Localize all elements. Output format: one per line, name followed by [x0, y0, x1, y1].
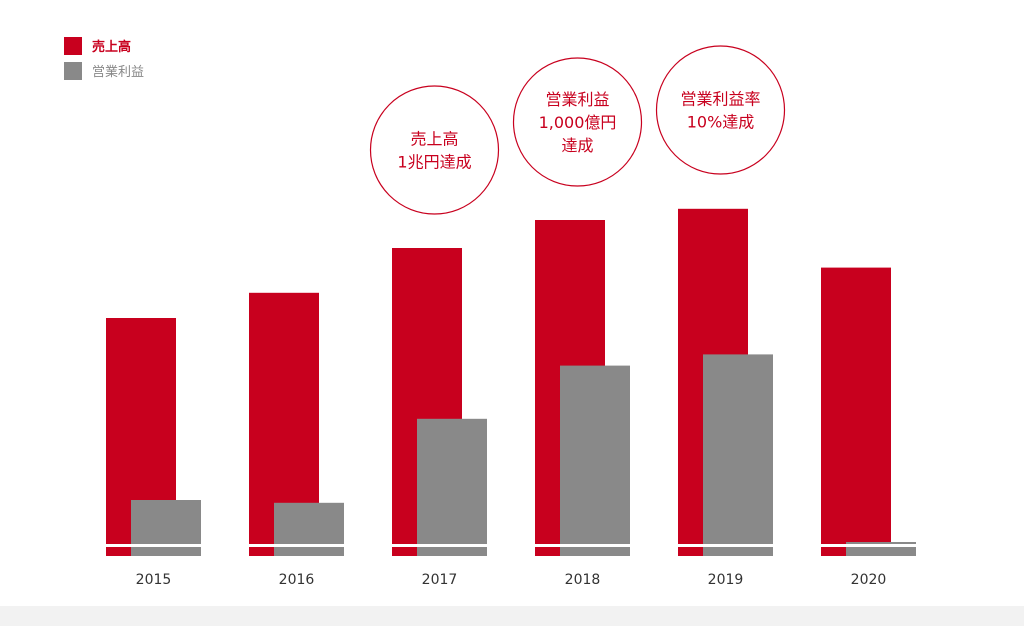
- axis-break-2015: [105, 544, 202, 547]
- axis-break: [105, 544, 917, 547]
- bar-2015-operating-profit: [131, 500, 201, 556]
- legend-label-2: 営業利益: [92, 64, 144, 80]
- annotation-circle-2019: [655, 45, 786, 175]
- axis-break-2018: [534, 544, 631, 547]
- annotation-text-2019-2: 10%達成: [687, 113, 755, 132]
- axis-break-2017: [391, 544, 488, 547]
- annotation-circle-2017: [369, 85, 500, 215]
- annotation-text-2018-2: 1,000億円: [539, 113, 617, 132]
- annotation-text-2018-1: 営業利益: [545, 90, 609, 109]
- bars: [106, 208, 916, 557]
- x-axis: 2015 2016 2017 2018 2019 2020: [136, 572, 887, 588]
- x-tick-2020: 2020: [851, 572, 887, 588]
- x-tick-2018: 2018: [565, 572, 601, 588]
- legend-swatch-2: [64, 62, 82, 80]
- legend-label-1: 売上高: [92, 39, 131, 55]
- legend-swatch-1: [64, 37, 82, 55]
- axis-break-2020: [820, 544, 917, 547]
- annotation-text-2019-1: 営業利益率: [680, 90, 760, 109]
- annotation-text-2017-1: 売上高: [410, 130, 458, 149]
- footer-strip: [0, 606, 1024, 626]
- annotation-text-2018-3: 達成: [561, 136, 593, 155]
- x-tick-2017: 2017: [422, 572, 458, 588]
- bar-2016-operating-profit: [274, 502, 344, 556]
- x-tick-2015: 2015: [136, 572, 172, 588]
- bar-2020-sales: [821, 267, 891, 556]
- x-tick-2016: 2016: [279, 572, 315, 588]
- x-tick-2019: 2019: [708, 572, 744, 588]
- axis-break-2019: [677, 544, 774, 547]
- axis-break-2016: [248, 544, 345, 547]
- bar-2018-operating-profit: [560, 365, 630, 556]
- bar-2017-operating-profit: [417, 418, 487, 556]
- bar-2019-operating-profit: [703, 354, 773, 556]
- annotation-circle-2018: [512, 57, 643, 187]
- annotation-2017: 売上高 1兆円達成: [369, 85, 500, 215]
- annotation-2019: 営業利益率 10%達成: [655, 45, 786, 175]
- annotation-text-2017-2: 1兆円達成: [397, 153, 471, 172]
